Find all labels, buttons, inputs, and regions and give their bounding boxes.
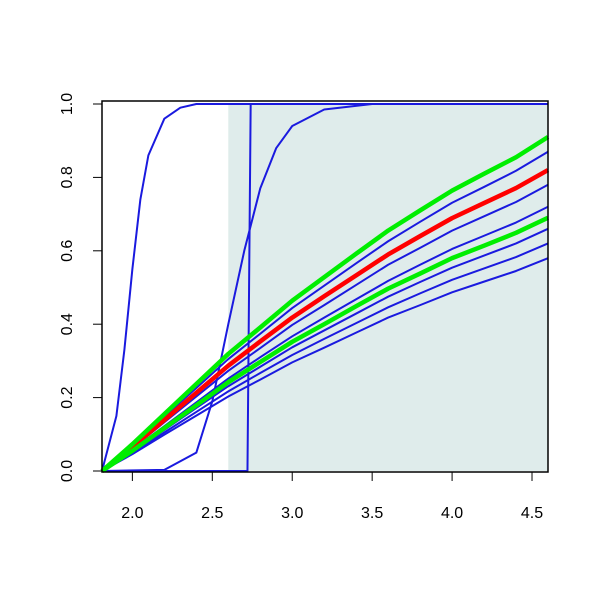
x-tick-label: 2.5 xyxy=(201,505,223,522)
curve xyxy=(100,135,550,473)
x-tick-label: 4.0 xyxy=(441,505,463,522)
y-tick-label: 0.6 xyxy=(59,240,76,262)
curve xyxy=(102,103,548,472)
y-tick-label: 0.8 xyxy=(59,166,76,188)
x-tick-label: 2.0 xyxy=(121,505,143,522)
curve xyxy=(100,215,549,473)
y-tick-label: 1.0 xyxy=(59,93,76,115)
plot-frame xyxy=(101,100,549,473)
curve xyxy=(101,242,549,472)
curve xyxy=(101,103,548,472)
x-tick-label: 3.5 xyxy=(361,505,383,522)
curve xyxy=(101,103,548,472)
y-tick-label: 0.0 xyxy=(59,460,76,482)
y-tick-label: 0.2 xyxy=(59,386,76,408)
y-tick-label: 0.4 xyxy=(59,313,76,335)
x-tick-label: 4.5 xyxy=(521,505,543,522)
curve xyxy=(100,168,550,473)
x-tick-label: 3.0 xyxy=(281,505,303,522)
curve xyxy=(101,257,549,472)
